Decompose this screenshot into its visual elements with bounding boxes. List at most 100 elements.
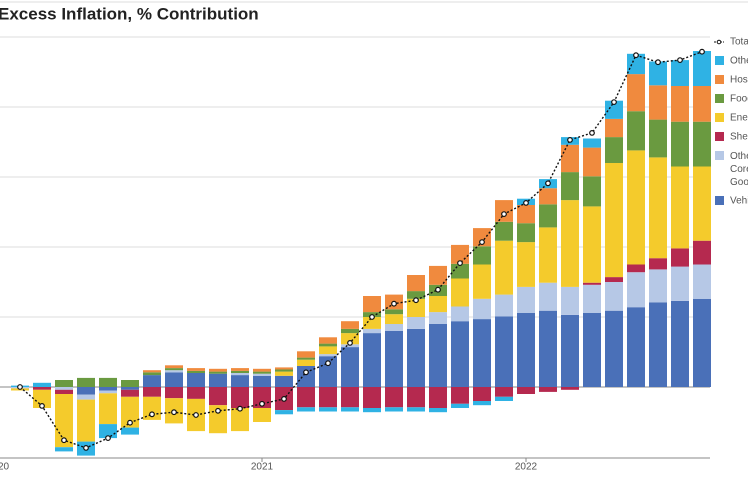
bar-segment bbox=[341, 333, 359, 345]
bar-segment bbox=[517, 387, 535, 394]
legend-swatch bbox=[715, 196, 724, 205]
total-point bbox=[281, 396, 287, 402]
total-point bbox=[325, 360, 331, 367]
bar-segment bbox=[297, 357, 315, 360]
legend-label: Shel bbox=[730, 132, 748, 143]
bar-segment bbox=[473, 246, 491, 265]
bar-segment bbox=[33, 387, 51, 390]
total-point bbox=[259, 400, 265, 407]
total-point bbox=[589, 129, 595, 136]
bar-segment bbox=[429, 324, 447, 387]
bar-segment bbox=[385, 387, 403, 408]
bar-segment bbox=[693, 51, 711, 86]
bar-segment bbox=[385, 331, 403, 387]
bar-segment bbox=[693, 121, 711, 167]
bar-segment bbox=[517, 205, 535, 224]
bar-segment bbox=[583, 147, 601, 177]
bar-segment bbox=[517, 312, 535, 387]
bar-segment bbox=[693, 166, 711, 241]
total-point bbox=[215, 407, 221, 414]
bar-segment bbox=[539, 188, 557, 205]
bar-segment bbox=[671, 300, 689, 387]
bar-segment bbox=[473, 387, 491, 401]
bar-segment bbox=[495, 316, 513, 387]
bar-segment bbox=[99, 424, 117, 439]
bar-segment bbox=[429, 312, 447, 324]
bar-segment bbox=[583, 312, 601, 387]
bar-segment bbox=[495, 240, 513, 295]
bar-segment bbox=[231, 387, 249, 408]
bar-segment bbox=[363, 296, 381, 313]
bar-segment bbox=[539, 282, 557, 311]
bar-segment bbox=[77, 394, 95, 400]
bar-segment bbox=[561, 200, 579, 287]
bar-segment bbox=[649, 302, 667, 387]
bar-segment bbox=[121, 387, 139, 390]
bar-segment bbox=[319, 356, 337, 387]
bar-segment bbox=[253, 373, 271, 376]
bar-segment bbox=[495, 396, 513, 401]
bar-segment bbox=[473, 319, 491, 387]
bar-segment bbox=[451, 306, 469, 322]
bar-segment bbox=[187, 373, 205, 387]
bar-segment bbox=[561, 387, 579, 390]
bar-segment bbox=[385, 407, 403, 412]
bar-segment bbox=[627, 74, 645, 112]
total-point bbox=[61, 437, 67, 444]
bar-segment bbox=[253, 375, 271, 387]
bar-segment bbox=[649, 258, 667, 270]
bar-segment bbox=[429, 408, 447, 413]
bar-segment bbox=[671, 266, 689, 301]
total-point bbox=[171, 409, 177, 416]
total-point bbox=[501, 211, 507, 218]
legend-swatch bbox=[715, 56, 724, 65]
total-point bbox=[611, 99, 617, 105]
bar-segment bbox=[407, 298, 425, 317]
bar-segment bbox=[275, 371, 293, 376]
chart-title: Excess Inflation, % Contribution bbox=[0, 4, 259, 23]
bar-segment bbox=[121, 427, 139, 435]
bar-segment bbox=[231, 370, 249, 373]
bar-segment bbox=[451, 321, 469, 387]
bar-segment bbox=[561, 144, 579, 173]
bar-segment bbox=[187, 368, 205, 371]
bar-segment bbox=[209, 368, 227, 372]
bar-segment bbox=[583, 138, 601, 148]
bar-segment bbox=[55, 380, 73, 387]
bar-segment bbox=[99, 377, 117, 387]
legend-label: Othe bbox=[730, 56, 748, 67]
bar-segment bbox=[583, 176, 601, 207]
bar-segment bbox=[495, 221, 513, 241]
legend-swatch bbox=[715, 113, 724, 122]
bar-segment bbox=[649, 269, 667, 303]
bar-segment bbox=[231, 373, 249, 376]
bar-segment bbox=[407, 387, 425, 408]
bar-segment bbox=[121, 389, 139, 397]
bar-segment bbox=[33, 382, 51, 387]
total-point bbox=[699, 48, 705, 55]
bar-segment bbox=[473, 401, 491, 406]
total-point bbox=[83, 445, 89, 451]
bar-segment bbox=[693, 240, 711, 265]
bar-segment bbox=[77, 387, 95, 395]
total-point bbox=[457, 260, 463, 267]
bar-segment bbox=[495, 200, 513, 222]
bar-segment bbox=[99, 393, 117, 425]
bar-segment bbox=[495, 387, 513, 397]
bar-segment bbox=[121, 396, 139, 428]
bar-segment bbox=[561, 286, 579, 315]
bar-segment bbox=[165, 372, 183, 387]
total-point bbox=[655, 59, 661, 66]
bar-segment bbox=[187, 370, 205, 373]
bar-segment bbox=[385, 314, 403, 324]
total-point bbox=[545, 180, 551, 187]
bar-segment bbox=[253, 408, 271, 422]
bar-segment bbox=[363, 317, 381, 329]
bar-segment bbox=[275, 410, 293, 415]
total-point bbox=[567, 136, 573, 143]
bar-segment bbox=[605, 118, 623, 138]
bar-segment bbox=[55, 394, 73, 448]
